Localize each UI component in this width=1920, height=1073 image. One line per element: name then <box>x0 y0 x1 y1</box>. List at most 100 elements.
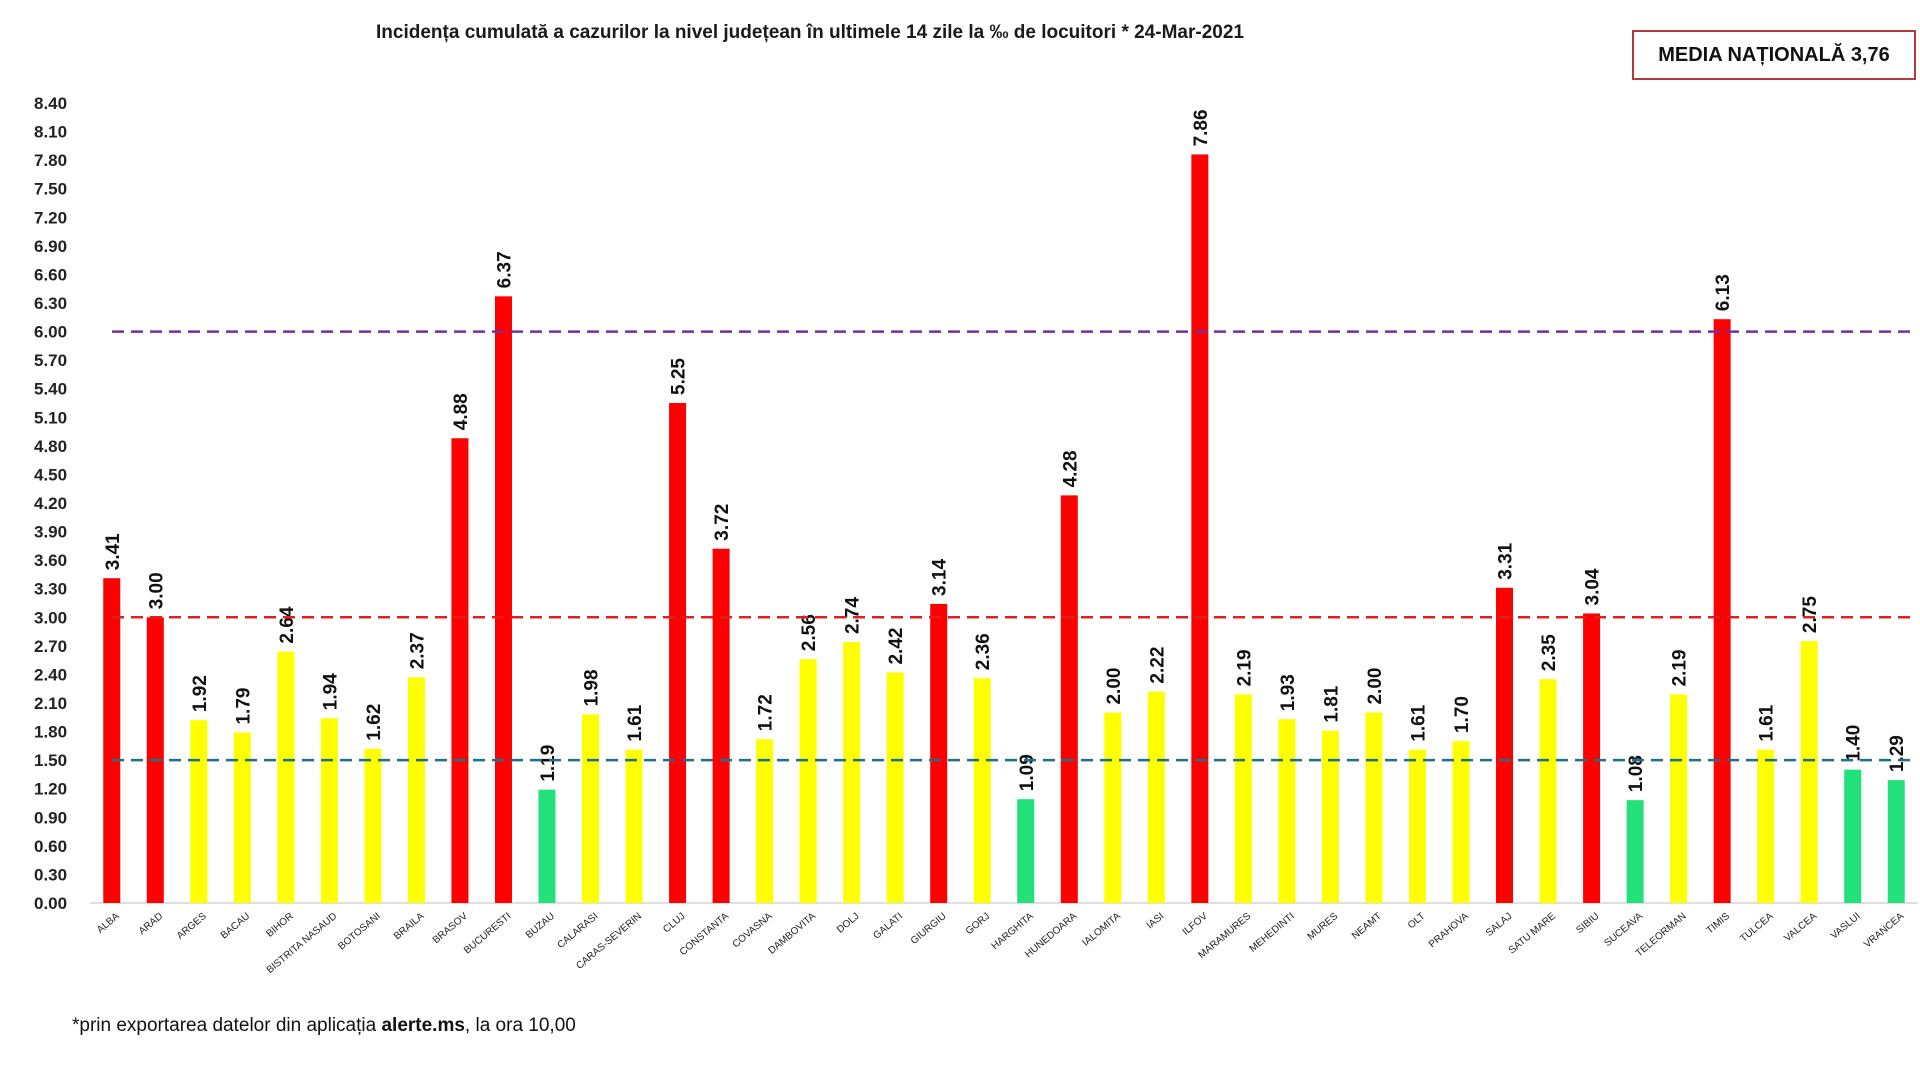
bar-hunedoara <box>1060 495 1078 903</box>
category-label: BUCURESTI <box>462 911 513 957</box>
value-label: 1.61 <box>1408 704 1429 741</box>
bar-vrancea <box>1887 780 1905 903</box>
category-label: ALBA <box>95 911 122 936</box>
bar-timis <box>1713 319 1731 903</box>
category-label: SIBIU <box>1574 911 1601 936</box>
bar-dolj <box>843 642 861 903</box>
y-tick-label: 8.10 <box>34 123 67 142</box>
national-average-label: MEDIA NAȚIONALĂ 3,76 <box>1658 43 1890 66</box>
y-tick-label: 1.50 <box>34 751 67 770</box>
category-label: SATU MARE <box>1507 911 1558 957</box>
value-label: 3.00 <box>146 572 167 609</box>
y-tick-label: 7.50 <box>34 180 67 199</box>
bar-arges <box>190 720 208 903</box>
category-label: SALAJ <box>1484 911 1514 939</box>
category-label: BOTOSANI <box>336 911 383 953</box>
value-label: 1.98 <box>582 669 603 706</box>
y-tick-label: 3.90 <box>34 523 67 542</box>
bar-covasna <box>756 739 774 903</box>
y-tick-label: 0.00 <box>34 894 67 913</box>
bar-vaslui <box>1844 769 1862 903</box>
value-label: 2.37 <box>407 632 428 669</box>
value-label: 3.31 <box>1496 542 1517 579</box>
value-label: 3.14 <box>930 559 951 596</box>
category-label: SUCEAVA <box>1602 911 1645 949</box>
value-label: 2.22 <box>1147 647 1168 684</box>
y-tick-label: 0.30 <box>34 865 67 884</box>
value-label: 7.86 <box>1191 109 1212 146</box>
category-label: DOLJ <box>835 911 862 936</box>
category-label: MEHEDINTI <box>1248 911 1297 955</box>
y-tick-label: 4.50 <box>34 465 67 484</box>
category-label: DAMBOVITA <box>766 911 818 957</box>
value-label: 3.72 <box>712 504 733 541</box>
bar-botosani <box>364 748 382 903</box>
value-label: 1.93 <box>1278 674 1299 711</box>
value-label: 2.64 <box>277 606 298 643</box>
footnote: *prin exportarea datelor din aplicația a… <box>72 1015 576 1037</box>
value-label: 6.13 <box>1713 274 1734 311</box>
category-label: BACAU <box>219 911 252 942</box>
value-label: 1.94 <box>320 673 341 710</box>
bar-dambovita <box>799 659 817 903</box>
value-label: 6.37 <box>494 251 515 288</box>
bar-valcea <box>1800 641 1818 903</box>
value-label: 2.36 <box>973 633 994 670</box>
y-tick-label: 5.10 <box>34 408 67 427</box>
bar-iasi <box>1147 691 1165 903</box>
bar-salaj <box>1496 587 1514 903</box>
value-label: 1.72 <box>756 694 777 731</box>
y-tick-label: 0.90 <box>34 808 67 827</box>
y-tick-label: 4.80 <box>34 437 67 456</box>
category-label: COVASNA <box>731 911 775 951</box>
value-label: 1.29 <box>1887 735 1908 772</box>
y-tick-label: 6.60 <box>34 265 67 284</box>
y-tick-label: 2.10 <box>34 694 67 713</box>
category-label: VALCEA <box>1782 911 1819 945</box>
value-label: 2.19 <box>1670 649 1691 686</box>
bar-brasov <box>451 438 469 903</box>
category-label: NEAMT <box>1350 911 1384 942</box>
value-label: 1.62 <box>364 704 385 741</box>
value-label: 3.04 <box>1583 568 1604 605</box>
bar-teleorman <box>1670 694 1688 903</box>
value-label: 2.56 <box>799 614 820 651</box>
value-label: 1.61 <box>1757 704 1778 741</box>
y-tick-label: 3.30 <box>34 580 67 599</box>
value-label: 1.08 <box>1626 755 1647 792</box>
bar-ilfov <box>1191 154 1209 903</box>
bar-chart: 0.00 0.30 0.60 0.90 1.20 1.50 1.80 2.10 2.40 2.70… <box>34 94 1918 976</box>
y-tick-label: 1.20 <box>34 780 67 799</box>
category-label: BUZAU <box>524 911 557 941</box>
value-label: 1.61 <box>625 704 646 741</box>
bar-harghita <box>1017 799 1035 903</box>
category-label: BRASOV <box>431 911 470 946</box>
category-label: ARGES <box>175 911 209 942</box>
bar-gorj <box>973 678 991 903</box>
bar-alba <box>103 578 121 903</box>
category-label: GIURGIU <box>909 911 949 947</box>
bar-bucuresti <box>494 296 512 903</box>
bar-mehedinti <box>1278 719 1296 903</box>
category-label: VRANCEA <box>1862 911 1906 951</box>
category-label: ARAD <box>137 911 165 937</box>
bar-ialomita <box>1104 712 1122 903</box>
bar-bihor <box>277 651 295 903</box>
bar-constanta <box>712 548 730 903</box>
category-label: TULCEA <box>1738 911 1776 945</box>
value-label: 1.92 <box>190 675 211 712</box>
y-tick-label: 7.80 <box>34 151 67 170</box>
value-label: 4.28 <box>1060 450 1081 487</box>
value-label: 2.19 <box>1234 649 1255 686</box>
value-label: 5.25 <box>669 358 690 395</box>
y-tick-label: 6.30 <box>34 294 67 313</box>
value-label: 4.88 <box>451 393 472 430</box>
value-label: 1.09 <box>1017 754 1038 791</box>
footnote-suffix: , la ora 10,00 <box>464 1015 576 1036</box>
bar-satu-mare <box>1539 679 1557 903</box>
category-label: BRAILA <box>392 911 427 943</box>
national-average-box: MEDIA NAȚIONALĂ 3,76 <box>1632 30 1916 80</box>
category-label: VASLUI <box>1829 911 1863 942</box>
bar-suceava <box>1626 800 1644 903</box>
category-label: MURES <box>1306 911 1341 943</box>
